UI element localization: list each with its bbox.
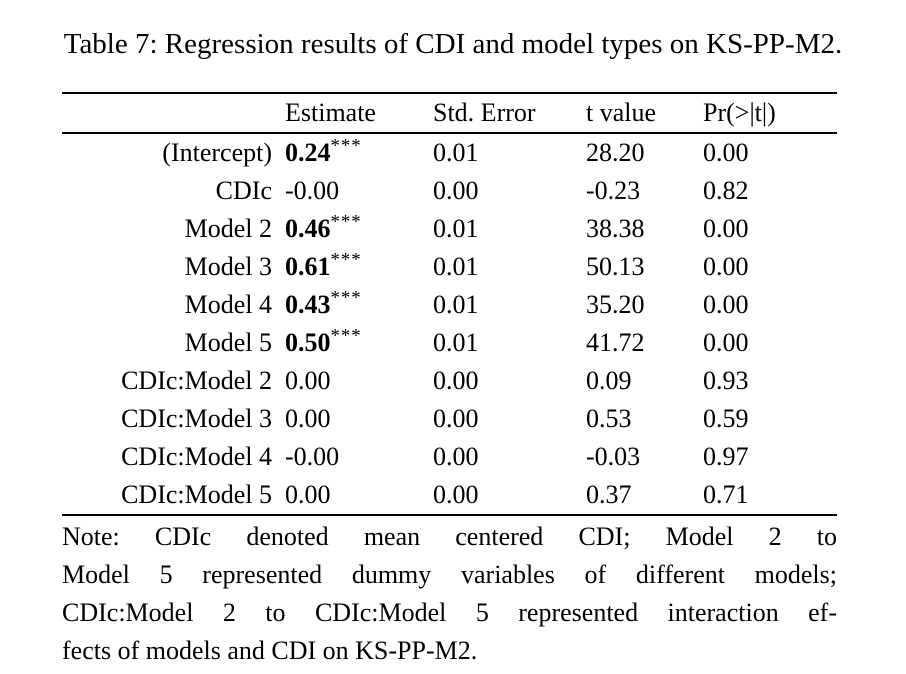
estimate-value: 0.50	[285, 328, 331, 357]
table-caption: Table 7: Regression results of CDI and m…	[63, 28, 843, 60]
estimate-cell: 0.00	[285, 362, 433, 400]
estimate-cell: 0.43***	[285, 286, 433, 324]
row-label: CDIc	[215, 176, 272, 205]
row-label: Model 4	[184, 290, 272, 319]
estimate-value: 0.24	[285, 138, 331, 167]
estimate-cell: -0.00	[285, 438, 433, 476]
t-value: 0.37	[586, 480, 632, 509]
table-row: (Intercept) 0.24*** 0.01 28.20 0.00	[62, 133, 837, 172]
std-error-value: 0.01	[433, 252, 479, 281]
table-row: CDIc -0.00 0.00 -0.23 0.82	[62, 172, 837, 210]
estimate-cell: 0.00	[285, 400, 433, 438]
p-value: 0.00	[703, 138, 749, 167]
p-value: 0.93	[703, 366, 749, 395]
estimate-value: 0.00	[285, 404, 331, 433]
p-value: 0.82	[703, 176, 749, 205]
table-row: Model 5 0.50*** 0.01 41.72 0.00	[62, 324, 837, 362]
table-row: Model 2 0.46*** 0.01 38.38 0.00	[62, 210, 837, 248]
p-value: 0.00	[703, 252, 749, 281]
note-line: fects of models and CDI on KS-PP-M2.	[62, 636, 478, 665]
row-label: CDIc:Model 5	[121, 480, 272, 509]
estimate-cell: 0.00	[285, 476, 433, 515]
estimate-value: -0.00	[285, 442, 340, 471]
table-note: Note: CDIc denoted mean centered CDI; Mo…	[62, 518, 837, 670]
row-label: Model 2	[184, 214, 272, 243]
t-value: 38.38	[586, 214, 645, 243]
table-row: CDIc:Model 3 0.00 0.00 0.53 0.59	[62, 400, 837, 438]
std-error-value: 0.00	[433, 480, 479, 509]
t-value: 0.53	[586, 404, 632, 433]
column-header-estimate: Estimate	[285, 98, 376, 127]
std-error-value: 0.01	[433, 138, 479, 167]
note-line: CDIc:Model 2 to CDIc:Model 5 represented…	[62, 598, 837, 627]
table-row: Model 3 0.61*** 0.01 50.13 0.00	[62, 248, 837, 286]
estimate-value: -0.00	[285, 176, 340, 205]
table-row: CDIc:Model 4 -0.00 0.00 -0.03 0.97	[62, 438, 837, 476]
std-error-value: 0.01	[433, 290, 479, 319]
row-label: (Intercept)	[162, 138, 272, 167]
estimate-cell: 0.61***	[285, 248, 433, 286]
p-value: 0.00	[703, 290, 749, 319]
t-value: 35.20	[586, 290, 645, 319]
std-error-value: 0.00	[433, 442, 479, 471]
row-label: CDIc:Model 2	[121, 366, 272, 395]
significance-stars: ***	[330, 287, 362, 309]
p-value: 0.00	[703, 214, 749, 243]
paper-page: Table 7: Regression results of CDI and m…	[0, 26, 906, 674]
note-line: Model 5 represented dummy variables of d…	[62, 560, 837, 589]
estimate-value: 0.61	[285, 252, 331, 281]
std-error-value: 0.00	[433, 366, 479, 395]
estimate-value: 0.00	[285, 366, 331, 395]
std-error-value: 0.00	[433, 404, 479, 433]
p-value: 0.59	[703, 404, 749, 433]
t-value: 0.09	[586, 366, 632, 395]
column-header-t-value: t value	[586, 98, 657, 127]
regression-table: Estimate Std. Error t value Pr(>|t|) (In…	[62, 92, 837, 516]
std-error-value: 0.01	[433, 214, 479, 243]
estimate-cell: -0.00	[285, 172, 433, 210]
p-value: 0.71	[703, 480, 749, 509]
p-value: 0.97	[703, 442, 749, 471]
t-value: 50.13	[586, 252, 645, 281]
estimate-cell: 0.24***	[285, 133, 433, 172]
row-label: Model 5	[184, 328, 272, 357]
significance-stars: ***	[330, 325, 362, 347]
t-value: -0.03	[586, 442, 641, 471]
estimate-value: 0.43	[285, 290, 331, 319]
std-error-value: 0.00	[433, 176, 479, 205]
row-label: Model 3	[184, 252, 272, 281]
table-row: CDIc:Model 5 0.00 0.00 0.37 0.71	[62, 476, 837, 515]
estimate-cell: 0.50***	[285, 324, 433, 362]
std-error-value: 0.01	[433, 328, 479, 357]
significance-stars: ***	[330, 135, 362, 157]
table-row: Model 4 0.43*** 0.01 35.20 0.00	[62, 286, 837, 324]
p-value: 0.00	[703, 328, 749, 357]
estimate-value: 0.00	[285, 480, 331, 509]
row-label: CDIc:Model 4	[121, 442, 272, 471]
column-header-blank	[62, 93, 285, 133]
estimate-value: 0.46	[285, 214, 331, 243]
table-row: CDIc:Model 2 0.00 0.00 0.09 0.93	[62, 362, 837, 400]
note-line: Note: CDIc denoted mean centered CDI; Mo…	[62, 522, 837, 551]
significance-stars: ***	[330, 211, 362, 233]
significance-stars: ***	[330, 249, 362, 271]
column-header-std-error: Std. Error	[433, 98, 536, 127]
t-value: -0.23	[586, 176, 641, 205]
row-label: CDIc:Model 3	[121, 404, 272, 433]
table-header-row: Estimate Std. Error t value Pr(>|t|)	[62, 93, 837, 133]
estimate-cell: 0.46***	[285, 210, 433, 248]
t-value: 28.20	[586, 138, 645, 167]
column-header-p-value: Pr(>|t|)	[703, 98, 776, 127]
t-value: 41.72	[586, 328, 645, 357]
